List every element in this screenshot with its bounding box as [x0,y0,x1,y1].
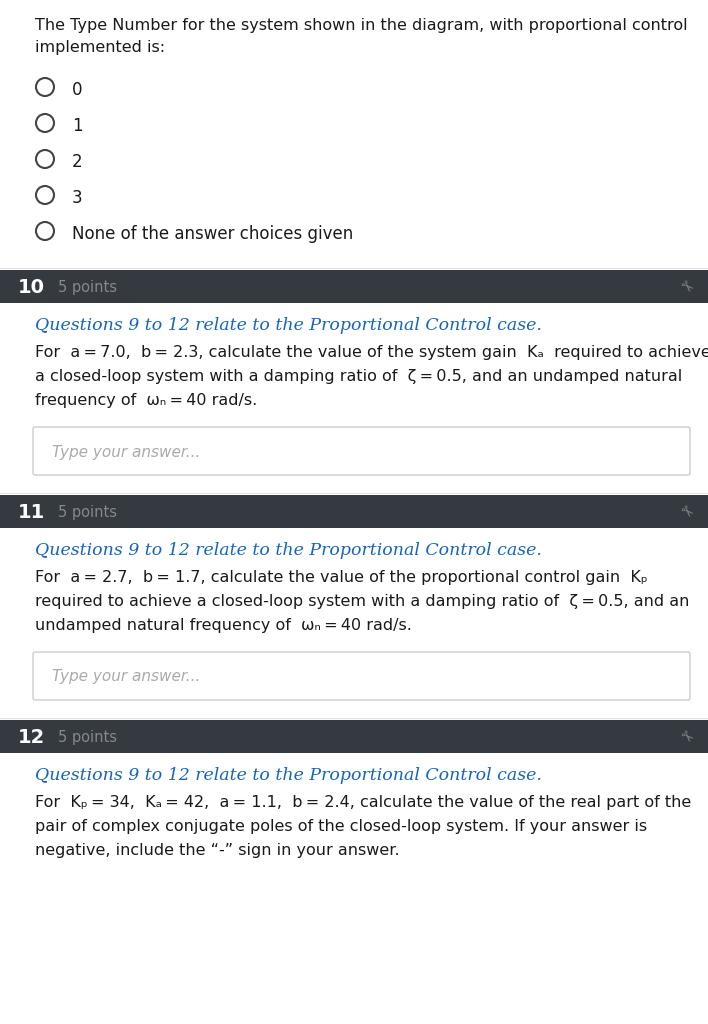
Bar [0,720,708,753]
Text: 5 points: 5 points [58,730,117,745]
Bar [0,270,708,303]
Text: 1: 1 [72,117,83,135]
Text: None of the answer choices given: None of the answer choices given [72,225,353,243]
Text: negative, include the “-” sign in your answer.: negative, include the “-” sign in your a… [35,843,399,858]
Text: implemented is:: implemented is: [35,40,165,55]
Text: frequency of  ωₙ = 40 rad/s.: frequency of ωₙ = 40 rad/s. [35,393,257,408]
Text: pair of complex conjugate poles of the closed-loop system. If your answer is: pair of complex conjugate poles of the c… [35,819,647,834]
Text: 2: 2 [72,153,83,171]
Text: ✂: ✂ [676,727,696,746]
Text: For  a = 2.7,  b = 1.7, calculate the value of the proportional control gain  Kₚ: For a = 2.7, b = 1.7, calculate the valu… [35,570,648,585]
Text: 10: 10 [18,278,45,297]
Bar [0,495,708,528]
Text: ✂: ✂ [676,502,696,521]
Text: required to achieve a closed-loop system with a damping ratio of  ζ = 0.5, and a: required to achieve a closed-loop system… [35,594,690,609]
Text: 0: 0 [72,81,83,99]
Text: 11: 11 [18,503,45,522]
Text: 5 points: 5 points [58,280,117,295]
Text: ✂: ✂ [676,276,696,296]
Text: For  a = 7.0,  b = 2.3, calculate the value of the system gain  Kₐ  required to : For a = 7.0, b = 2.3, calculate the valu… [35,345,708,360]
Text: 3: 3 [72,189,83,207]
Text: Questions 9 to 12 relate to the Proportional Control case.: Questions 9 to 12 relate to the Proporti… [35,767,542,784]
Text: Type your answer...: Type your answer... [52,444,200,460]
Text: undamped natural frequency of  ωₙ = 40 rad/s.: undamped natural frequency of ωₙ = 40 ra… [35,618,412,633]
Text: Questions 9 to 12 relate to the Proportional Control case.: Questions 9 to 12 relate to the Proporti… [35,317,542,334]
Text: Questions 9 to 12 relate to the Proportional Control case.: Questions 9 to 12 relate to the Proporti… [35,542,542,559]
FancyBboxPatch shape [33,427,690,475]
Text: 5 points: 5 points [58,505,117,520]
Text: 12: 12 [18,728,45,746]
Text: For  Kₚ = 34,  Kₐ = 42,  a = 1.1,  b = 2.4, calculate the value of the real part: For Kₚ = 34, Kₐ = 42, a = 1.1, b = 2.4, … [35,795,691,810]
Text: The Type Number for the system shown in the diagram, with proportional control: The Type Number for the system shown in … [35,18,687,33]
Text: Type your answer...: Type your answer... [52,670,200,684]
Text: a closed-loop system with a damping ratio of  ζ = 0.5, and an undamped natural: a closed-loop system with a damping rati… [35,369,683,384]
FancyBboxPatch shape [33,652,690,700]
